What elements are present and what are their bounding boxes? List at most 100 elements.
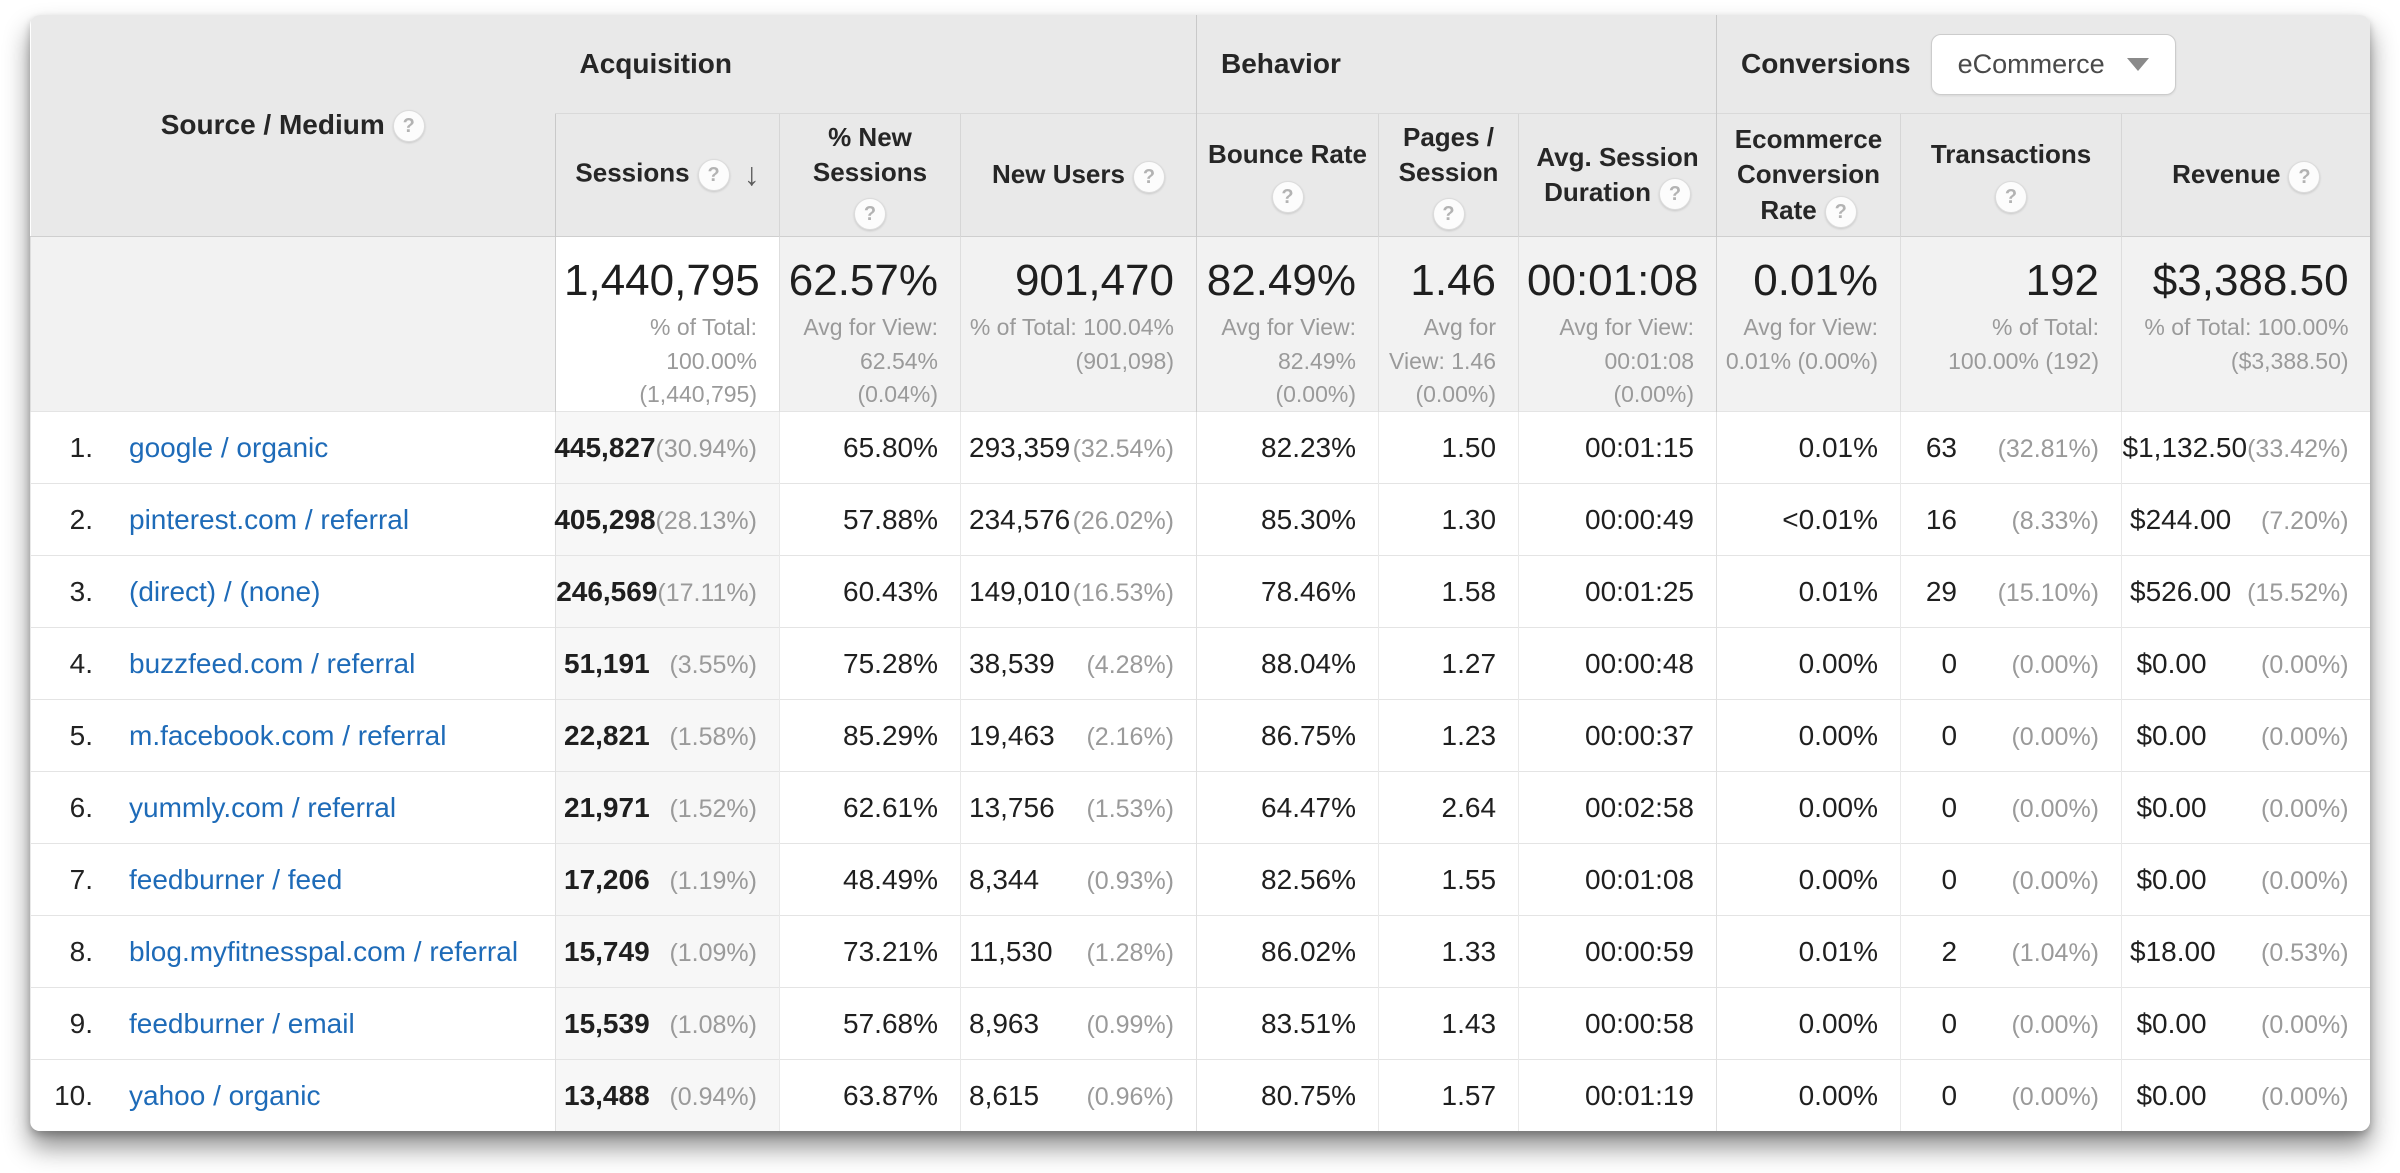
ecr-value: 0.00% — [1798, 719, 1879, 751]
totals-ecommerce-conversion-rate: 0.01% Avg for View: 0.01% (0.00%) — [1716, 235, 1901, 412]
totals-ecr-value: 0.01% — [1753, 256, 1879, 305]
source-medium-link[interactable]: yahoo / organic — [129, 1079, 321, 1111]
bounce-rate-value: 88.04% — [1261, 647, 1357, 679]
ecr-value: 0.01% — [1798, 431, 1879, 463]
transactions-value: 16 — [1925, 503, 1958, 535]
table-row: 9. feedburner / email 15,539 (1.08%) 57.68… — [30, 987, 2370, 1060]
column-header-avg-session-duration[interactable]: Avg. Session Duration? — [1518, 113, 1717, 237]
help-icon[interactable]: ? — [1432, 198, 1465, 231]
totals-sessions: 1,440,795 % of Total: 100.00% (1,440,795… — [555, 235, 780, 412]
new-sessions-header-label: % New Sessions — [812, 121, 928, 187]
bounce-rate-cell: 64.47% — [1196, 771, 1379, 844]
sessions-percent: (3.55%) — [669, 650, 757, 679]
revenue-percent: (0.00%) — [2261, 722, 2349, 751]
source-medium-link[interactable]: google / organic — [129, 431, 329, 463]
sessions-cell: 246,569 (17.11%) — [555, 555, 780, 628]
new-users-value: 8,963 — [969, 1007, 1040, 1039]
new-sessions-cell: 63.87% — [779, 1059, 961, 1132]
source-medium-link[interactable]: buzzfeed.com / referral — [129, 647, 416, 679]
ecr-value: 0.00% — [1798, 647, 1879, 679]
pages-session-value: 2.64 — [1441, 791, 1497, 823]
bounce-rate-header-label: Bounce Rate — [1208, 139, 1367, 170]
ecr-value: <0.01% — [1782, 503, 1879, 535]
help-icon[interactable]: ? — [392, 110, 425, 143]
column-header-new-sessions[interactable]: % New Sessions? — [779, 113, 961, 237]
new-users-cell: 8,963 (0.99%) — [959, 987, 1197, 1060]
avg-session-duration-value: 00:00:48 — [1585, 647, 1695, 679]
row-rank: 3. — [69, 575, 93, 607]
column-header-ecommerce-conversion-rate[interactable]: Ecommerce Conversion Rate? — [1716, 113, 1901, 237]
new-users-value: 11,530 — [969, 935, 1053, 967]
transactions-cell: 0 (0.00%) — [1900, 987, 2122, 1060]
column-header-pages-session[interactable]: Pages / Session? — [1378, 113, 1519, 237]
totals-pages-session-value: 1.46 — [1410, 256, 1497, 305]
help-icon[interactable]: ? — [1132, 160, 1165, 193]
bounce-rate-cell: 86.02% — [1196, 915, 1379, 988]
help-icon[interactable]: ? — [1824, 195, 1857, 228]
revenue-cell: $0.00 (0.00%) — [2121, 987, 2370, 1060]
bounce-rate-value: 86.75% — [1261, 719, 1357, 751]
column-header-bounce-rate[interactable]: Bounce Rate? — [1196, 113, 1379, 237]
source-medium-link[interactable]: blog.myfitnesspal.com / referral — [129, 935, 519, 967]
source-medium-link[interactable]: feedburner / email — [129, 1007, 355, 1039]
sessions-cell: 51,191 (3.55%) — [555, 627, 780, 700]
avg-session-duration-cell: 00:01:19 — [1518, 1059, 1717, 1132]
source-medium-link[interactable]: m.facebook.com / referral — [129, 719, 447, 751]
avg-session-duration-value: 00:00:37 — [1585, 719, 1695, 751]
new-sessions-cell: 57.68% — [779, 987, 961, 1060]
source-medium-link[interactable]: (direct) / (none) — [129, 575, 321, 607]
source-medium-cell: 7. feedburner / feed — [30, 843, 556, 916]
column-header-sessions[interactable]: Sessions? ↓ — [555, 113, 780, 237]
bounce-rate-cell: 82.23% — [1196, 411, 1379, 484]
source-medium-link[interactable]: pinterest.com / referral — [129, 503, 410, 535]
transactions-percent: (32.81%) — [1997, 434, 2100, 463]
sort-descending-icon[interactable]: ↓ — [743, 156, 760, 193]
help-icon[interactable]: ? — [697, 159, 730, 191]
sessions-percent: (1.08%) — [669, 1010, 757, 1039]
totals-transactions-sub: % of Total: 100.00% (192) — [1948, 314, 2100, 374]
column-header-new-users[interactable]: New Users? — [959, 113, 1197, 237]
help-icon[interactable]: ? — [2288, 160, 2321, 193]
table-row: 6. yummly.com / referral 21,971 (1.52%) 62… — [30, 771, 2370, 844]
ecommerce-conversion-rate-cell: 0.00% — [1716, 843, 1901, 916]
transactions-percent: (0.00%) — [2011, 1082, 2100, 1111]
transactions-percent: (0.00%) — [2011, 794, 2100, 823]
new-sessions-value: 73.21% — [843, 935, 938, 967]
column-header-revenue[interactable]: Revenue? — [2121, 113, 2370, 237]
bounce-rate-cell: 88.04% — [1196, 627, 1379, 700]
transactions-percent: (0.00%) — [2011, 866, 2100, 895]
pages-session-cell: 1.57 — [1378, 1059, 1519, 1132]
behavior-label: Behavior — [1221, 48, 1341, 79]
totals-bounce-rate: 82.49% Avg for View: 82.49% (0.00%) — [1196, 235, 1379, 412]
pages-session-cell: 1.43 — [1378, 987, 1519, 1060]
conversions-goal-dropdown[interactable]: eCommerce — [1930, 33, 2176, 95]
column-header-transactions[interactable]: Transactions? — [1900, 113, 2122, 237]
transactions-cell: 29 (15.10%) — [1900, 555, 2122, 628]
source-medium-column-header[interactable]: Source / Medium? — [30, 15, 556, 237]
help-icon[interactable]: ? — [1995, 180, 2028, 213]
row-rank: 2. — [69, 503, 93, 535]
new-sessions-cell: 75.28% — [779, 627, 961, 700]
new-sessions-value: 63.87% — [843, 1079, 938, 1111]
source-medium-link[interactable]: yummly.com / referral — [129, 791, 397, 823]
help-icon[interactable]: ? — [1658, 178, 1691, 211]
ecommerce-conversion-rate-header-label: Ecommerce Conversion Rate — [1734, 124, 1883, 225]
source-medium-cell: 4. buzzfeed.com / referral — [30, 627, 556, 700]
revenue-cell: $0.00 (0.00%) — [2121, 843, 2370, 916]
totals-sessions-value: 1,440,795 — [564, 256, 760, 305]
pages-session-cell: 1.30 — [1378, 483, 1519, 556]
bounce-rate-value: 78.46% — [1261, 575, 1357, 607]
revenue-value: $1,132.50 — [2122, 431, 2248, 463]
source-medium-link[interactable]: feedburner / feed — [129, 863, 343, 895]
totals-sessions-sub: % of Total: 100.00% (1,440,795) — [639, 314, 757, 408]
table-row: 8. blog.myfitnesspal.com / referral 15,74… — [30, 915, 2370, 988]
totals-bounce-rate-sub: Avg for View: 82.49% (0.00%) — [1221, 314, 1357, 408]
revenue-percent: (15.52%) — [2247, 578, 2349, 607]
ecr-value: 0.00% — [1798, 1079, 1879, 1111]
acquisition-label: Acquisition — [579, 48, 732, 79]
help-icon[interactable]: ? — [1271, 180, 1304, 213]
transactions-cell: 0 (0.00%) — [1900, 1059, 2122, 1132]
pages-session-value: 1.50 — [1441, 431, 1497, 463]
sessions-value: 405,298 — [554, 503, 656, 535]
help-icon[interactable]: ? — [854, 198, 886, 231]
